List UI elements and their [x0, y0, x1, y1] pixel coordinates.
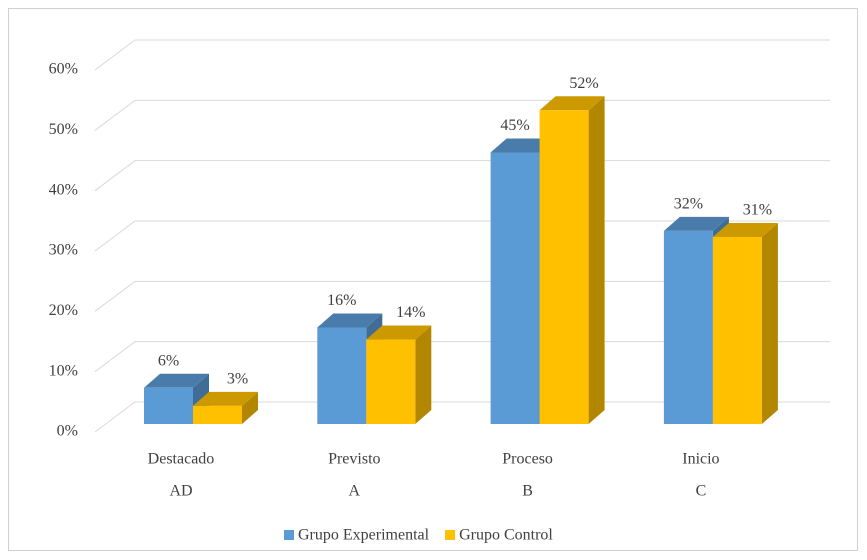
y-tick-label: 20%: [49, 302, 78, 319]
y-tick-label: 0%: [57, 423, 78, 440]
value-label: 6%: [158, 352, 179, 369]
legend-swatch: [445, 530, 456, 540]
x-tick-label: Destacado: [148, 451, 215, 468]
bar-front: [144, 387, 193, 424]
bar: [193, 391, 258, 424]
bar-top: [663, 216, 729, 231]
bar-side: [242, 391, 258, 424]
bar-front: [317, 327, 367, 424]
y-tick-label: 40%: [49, 181, 78, 198]
bar-side: [415, 325, 432, 424]
value-label: 3%: [227, 371, 248, 388]
bar-side: [588, 96, 605, 425]
value-label: 14%: [396, 304, 425, 321]
legend-label: Grupo Experimental: [298, 527, 430, 544]
bar-front: [663, 230, 713, 424]
value-label: 31%: [743, 202, 772, 219]
bar-top: [144, 373, 209, 388]
bar-front: [539, 110, 589, 425]
x-tick-label: B: [522, 483, 533, 500]
bar-top: [712, 222, 778, 237]
bar-top: [539, 96, 605, 111]
x-tick-label: A: [349, 483, 361, 500]
value-label: 45%: [500, 117, 529, 134]
value-label: 16%: [327, 292, 356, 309]
bar-front: [490, 152, 540, 424]
x-tick-label: Previsto: [328, 451, 380, 468]
bar-top: [193, 391, 258, 406]
y-tick-label: 10%: [49, 362, 78, 379]
x-tick-label: C: [696, 483, 707, 500]
value-label: 32%: [674, 196, 703, 213]
x-tick-label: AD: [169, 483, 192, 500]
bar-front: [712, 236, 762, 424]
grid-line: [94, 39, 830, 71]
bar-side: [761, 222, 778, 424]
value-label: 52%: [569, 75, 598, 92]
bar-front: [366, 339, 416, 424]
x-tick-label: Inicio: [682, 451, 719, 468]
bar-top: [366, 325, 432, 340]
bar: [712, 222, 778, 424]
x-tick-label: Proceso: [502, 451, 553, 468]
y-tick-label: 50%: [49, 121, 78, 138]
bar: [539, 96, 605, 425]
y-tick-label: 60%: [49, 61, 78, 78]
bar-top: [317, 313, 383, 328]
legend-swatch: [284, 530, 294, 540]
legend-label: Grupo Control: [459, 527, 553, 544]
bar-front: [193, 405, 242, 424]
y-tick-label: 30%: [49, 242, 78, 259]
bar: [366, 325, 432, 424]
bar-top: [490, 138, 556, 153]
